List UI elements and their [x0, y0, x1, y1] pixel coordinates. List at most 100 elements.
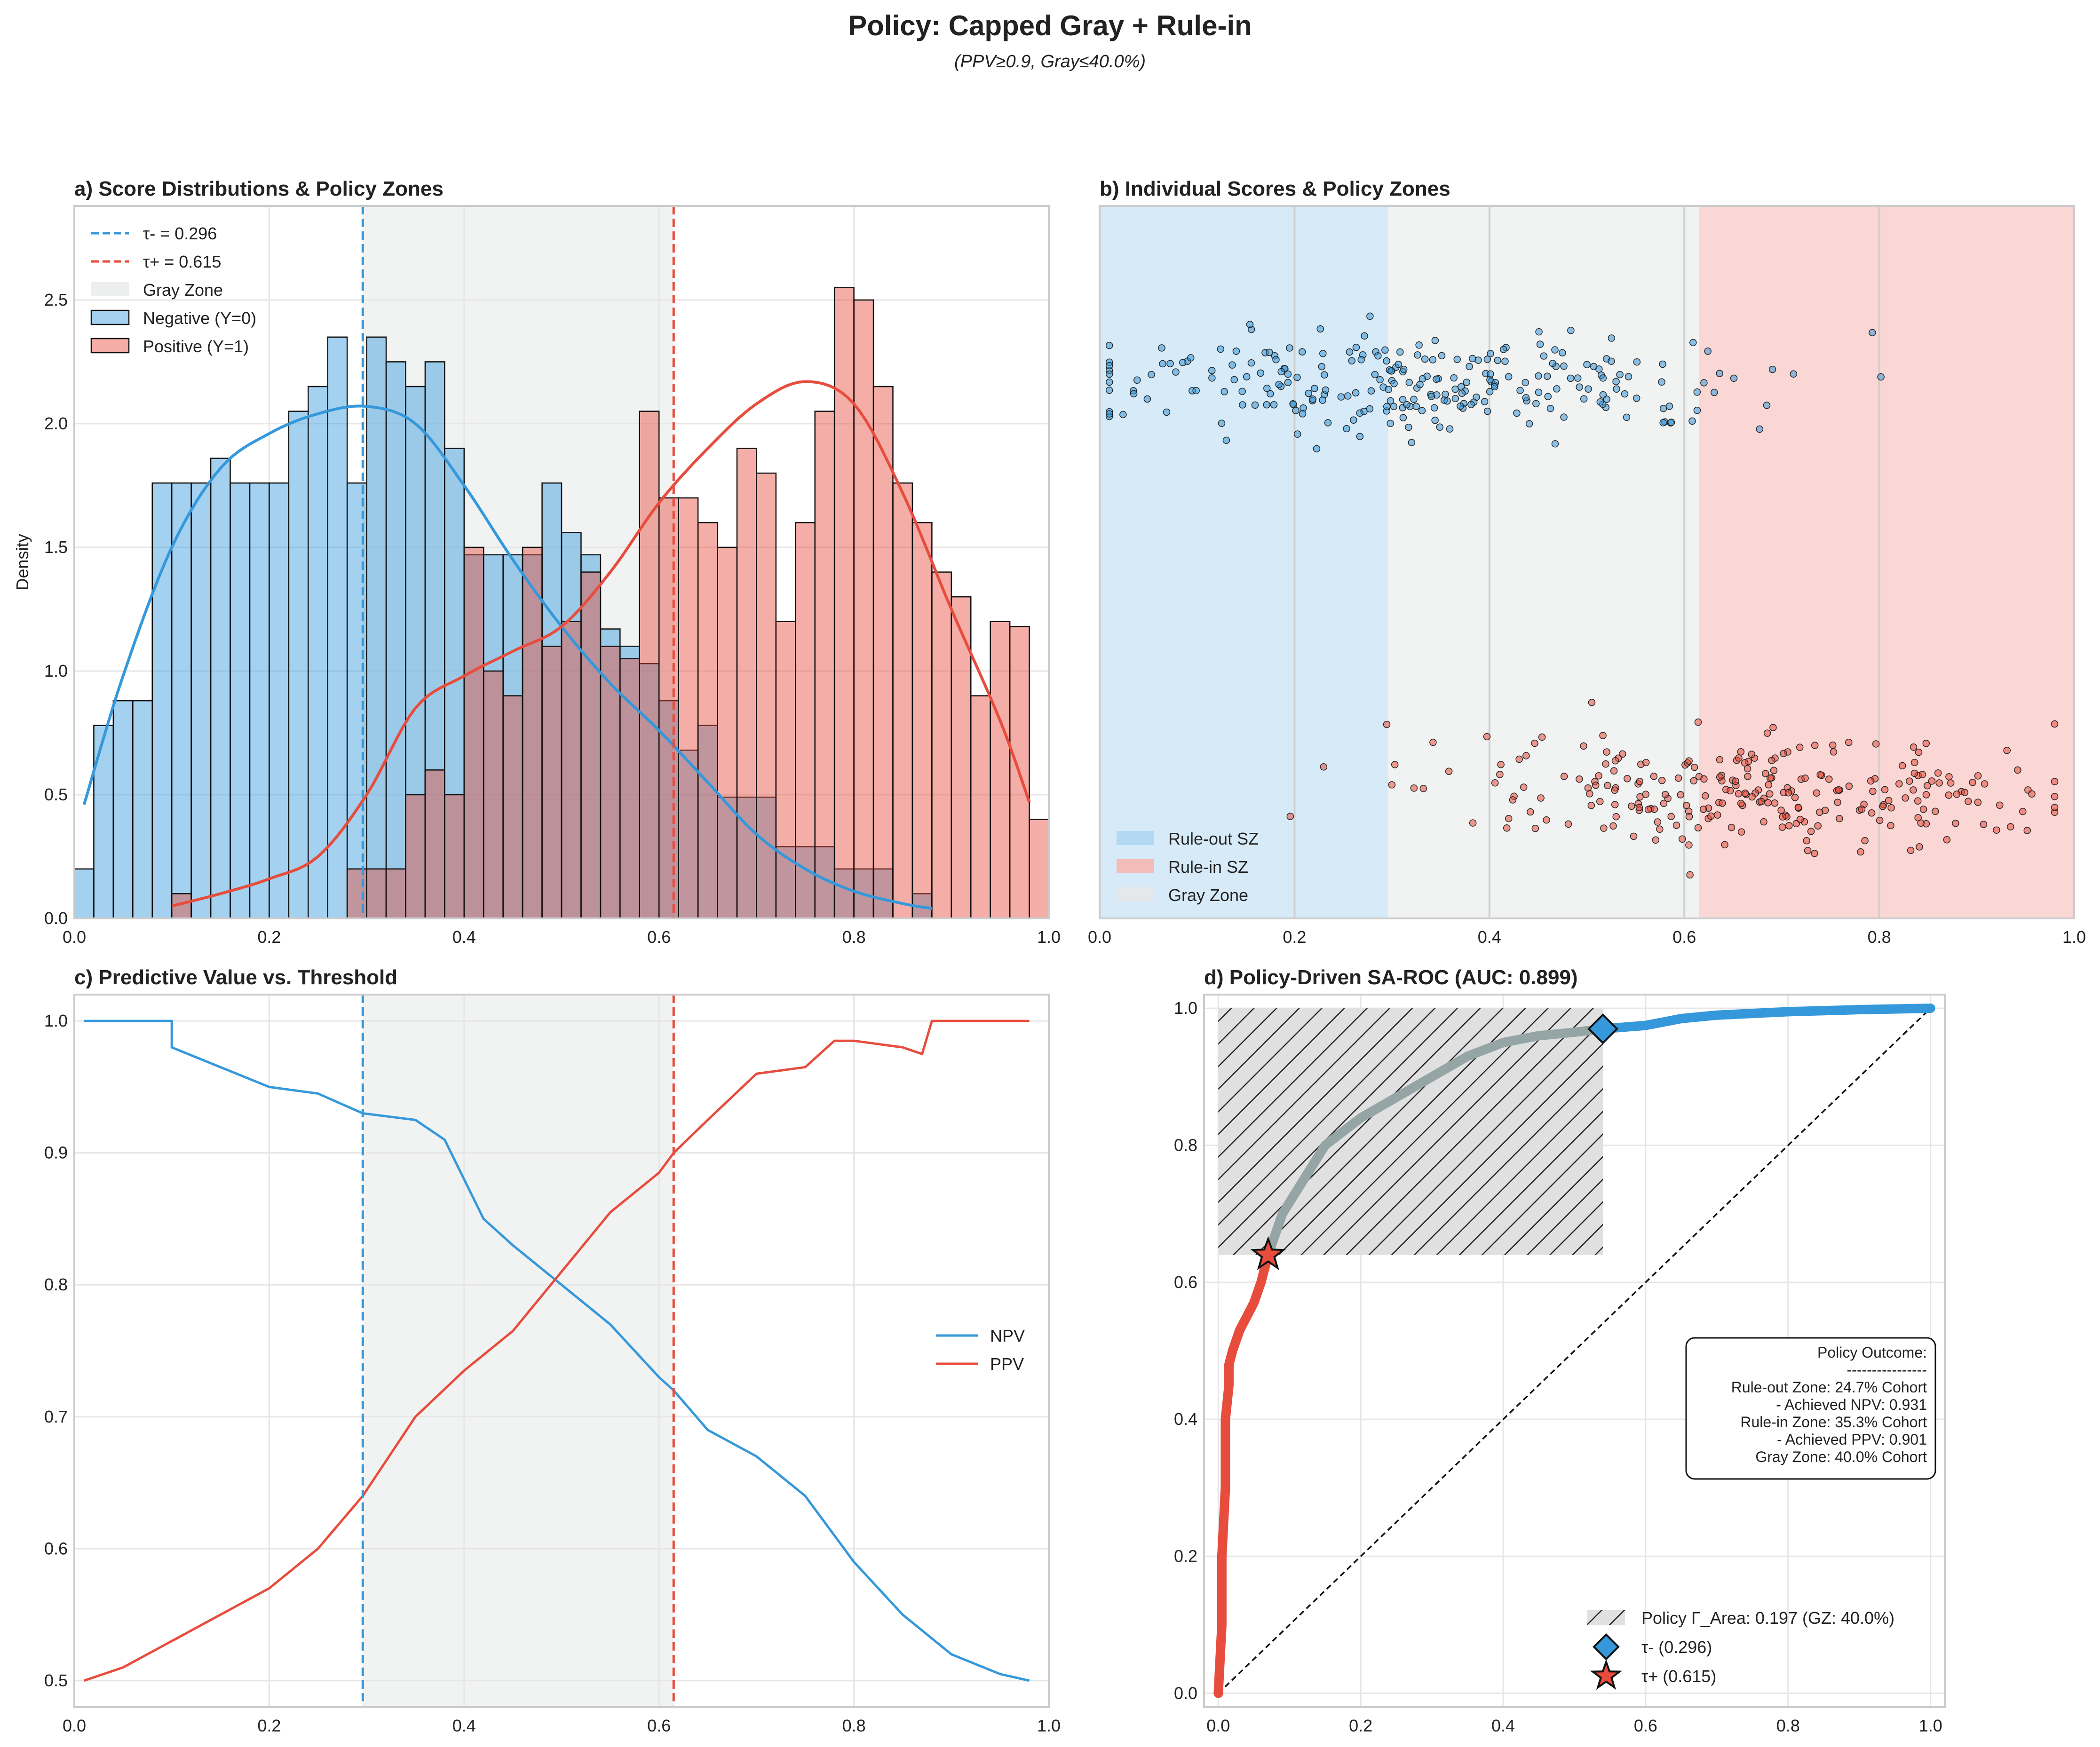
gray-zone-band	[363, 995, 674, 1707]
negative-score-point	[1483, 407, 1491, 415]
negative-score-point	[1408, 439, 1416, 446]
positive-score-point	[1630, 832, 1638, 840]
positive-score-point	[1410, 784, 1418, 792]
positive-score-point	[1656, 825, 1664, 833]
positive-score-point	[1811, 850, 1818, 857]
negative-score-point	[1613, 385, 1620, 393]
positive-score-point	[1932, 807, 1939, 815]
negative-score-point	[1272, 356, 1280, 364]
negative-score-point	[1311, 385, 1318, 392]
panel-title: a) Score Distributions & Policy Zones	[74, 177, 444, 200]
y-tick-label: 0.5	[44, 1671, 68, 1690]
positive-score-point	[1767, 774, 1774, 782]
y-tick-label: 0.0	[1174, 1684, 1197, 1703]
negative-histogram-bar	[756, 796, 777, 919]
negative-score-point	[1574, 374, 1582, 382]
positive-score-point	[1707, 812, 1715, 820]
positive-histogram-bar	[385, 868, 406, 919]
negative-score-point	[1451, 385, 1459, 393]
negative-score-point	[1277, 368, 1285, 376]
positive-score-point	[1685, 757, 1693, 765]
negative-score-point	[1532, 400, 1540, 408]
positive-score-point	[2023, 827, 2031, 834]
positive-score-point	[1943, 836, 1951, 844]
positive-score-point	[1685, 841, 1693, 849]
negative-score-point	[1429, 356, 1437, 364]
y-axis-label: Density	[13, 534, 32, 590]
negative-score-point	[1415, 341, 1423, 349]
positive-score-point	[1388, 781, 1396, 789]
positive-score-point	[1758, 798, 1765, 806]
negative-score-point	[1337, 393, 1345, 401]
negative-score-point	[1567, 374, 1575, 382]
positive-score-point	[1917, 819, 1925, 827]
negative-score-point	[1400, 365, 1408, 373]
negative-score-point	[1599, 374, 1607, 382]
negative-score-point	[1436, 423, 1444, 431]
x-tick-label: 0.2	[257, 927, 281, 947]
negative-score-point	[1711, 388, 1718, 396]
negative-histogram-bar	[795, 846, 816, 919]
negative-score-point	[1431, 417, 1439, 424]
positive-score-point	[1876, 816, 1884, 824]
negative-histogram-bar	[346, 482, 367, 919]
positive-score-point	[1600, 824, 1608, 832]
negative-score-point	[1463, 379, 1471, 386]
negative-score-point	[1667, 419, 1675, 426]
positive-score-point	[1737, 748, 1745, 756]
y-tick-label: 1.0	[44, 661, 68, 680]
negative-score-point	[1316, 325, 1324, 333]
positive-score-point	[1599, 732, 1607, 739]
positive-score-point	[1603, 748, 1610, 756]
positive-score-point	[1610, 767, 1618, 775]
negative-score-point	[1309, 395, 1317, 403]
negative-score-point	[1535, 388, 1543, 396]
positive-score-point	[1899, 762, 1906, 770]
positive-histogram-bar	[853, 299, 874, 919]
legend-label: Negative (Y=0)	[143, 308, 256, 328]
positive-score-point	[1677, 791, 1684, 798]
positive-score-point	[1694, 718, 1702, 726]
positive-score-point	[1881, 786, 1889, 794]
negative-score-point	[1319, 396, 1326, 404]
positive-kde-line	[171, 380, 1031, 908]
negative-score-point	[1536, 340, 1544, 348]
negative-score-point	[1466, 363, 1473, 371]
negative-score-point	[1553, 385, 1561, 393]
negative-score-point	[1344, 392, 1352, 400]
negative-score-point	[1133, 376, 1141, 384]
positive-histogram-bar	[970, 695, 991, 919]
negative-score-point	[1319, 350, 1327, 357]
positive-score-point	[1845, 738, 1853, 746]
positive-score-point	[1612, 813, 1620, 821]
positive-score-point	[1867, 777, 1875, 785]
negative-histogram-bar	[73, 868, 95, 919]
negative-histogram-bar	[93, 725, 114, 919]
negative-score-point	[1546, 404, 1554, 412]
x-tick-label: 1.0	[1037, 1716, 1061, 1735]
positive-score-point	[1496, 771, 1504, 778]
negative-score-point	[1119, 411, 1127, 419]
negative-score-point	[1433, 375, 1440, 383]
policy-outcome-box	[1685, 1337, 1936, 1480]
negative-score-point	[1105, 341, 1113, 349]
negative-score-point	[1688, 417, 1696, 425]
positive-score-point	[1719, 799, 1726, 807]
x-tick-label: 0.8	[842, 1716, 866, 1735]
x-tick-label: 0.6	[647, 927, 671, 947]
positive-score-point	[1644, 806, 1652, 814]
positive-score-point	[1700, 775, 1708, 783]
negative-score-point	[1222, 436, 1230, 444]
positive-histogram-bar	[814, 411, 835, 919]
positive-score-point	[1587, 802, 1595, 809]
positive-score-point	[1624, 775, 1631, 783]
negative-score-point	[1633, 358, 1641, 366]
negative-score-point	[1299, 410, 1307, 418]
negative-score-point	[1513, 409, 1521, 417]
negative-histogram-bar	[463, 554, 484, 919]
panel-title: d) Policy-Driven SA-ROC (AUC: 0.899)	[1204, 966, 1578, 989]
negative-score-point	[1576, 383, 1583, 391]
positive-score-point	[1609, 822, 1617, 830]
positive-histogram-bar	[639, 411, 660, 919]
negative-score-point	[1659, 360, 1666, 368]
